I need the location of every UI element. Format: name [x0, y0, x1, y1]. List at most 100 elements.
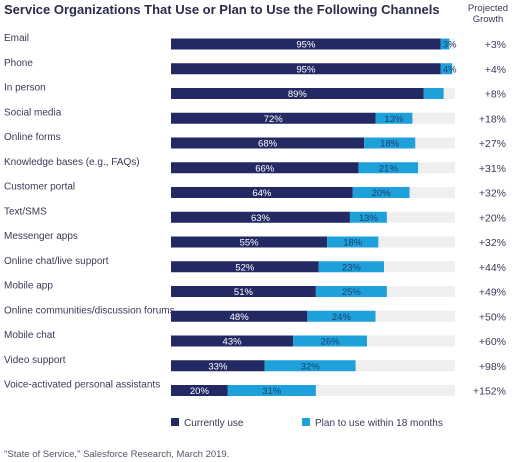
projected-growth-value: +27%	[479, 138, 506, 150]
category-label: Social media	[4, 107, 62, 118]
bar-currently-use	[171, 385, 228, 396]
bar-currently-use	[171, 63, 441, 75]
data-label-plan-to-use: 20%	[372, 188, 392, 199]
projected-growth-value: +32%	[479, 237, 506, 249]
chart-legend: Currently use Plan to use within 18 month…	[171, 418, 443, 429]
bar-plan-to-use	[307, 310, 376, 322]
bar-currently-use	[171, 335, 294, 347]
data-label-plan-to-use: 13%	[384, 114, 404, 125]
data-label-currently-use: 95%	[296, 64, 316, 75]
bar-currently-use	[171, 112, 376, 124]
chart-row: In person 89% +8%	[4, 83, 506, 101]
chart-row: Phone 95% 4% +4%	[4, 58, 506, 76]
bar-plan-to-use	[440, 63, 453, 75]
projected-growth-value: +4%	[485, 64, 506, 76]
bar-currently-use	[171, 261, 319, 273]
projected-growth-value: +98%	[479, 361, 506, 373]
bar-currently-use	[171, 162, 359, 174]
category-label: Mobile chat	[4, 330, 55, 341]
bar-plan-to-use	[364, 137, 416, 149]
data-label-plan-to-use: 32%	[301, 361, 321, 372]
category-label: Online chat/live support	[4, 256, 109, 267]
legend-swatch	[302, 418, 310, 426]
category-label: Mobile app	[4, 281, 53, 292]
bar-currently-use	[171, 88, 424, 99]
data-label-plan-to-use: 13%	[359, 213, 379, 224]
bar-plan-to-use	[352, 187, 410, 198]
bar-plan-to-use	[423, 88, 444, 99]
chart-row: Voice-activated personal assistants 20% 31…	[4, 380, 506, 398]
bar-currently-use	[171, 137, 365, 149]
source-note: "State of Service," Salesforce Research,…	[4, 449, 229, 460]
chart-title: Service Organizations That Use or Plan t…	[4, 2, 440, 17]
data-label-plan-to-use: 18%	[380, 139, 400, 150]
chart-row: Text/SMS 63% 13% +20%	[4, 206, 506, 224]
bar-plan-to-use	[349, 211, 387, 223]
projected-growth-value: +49%	[479, 287, 506, 299]
data-label-plan-to-use: 18%	[343, 238, 363, 249]
data-label-currently-use: 95%	[296, 40, 316, 51]
bar-plan-to-use	[318, 261, 384, 273]
data-label-plan-to-use: 21%	[379, 163, 399, 174]
data-label-plan-to-use: 26%	[321, 337, 341, 348]
category-label: Text/SMS	[4, 206, 47, 217]
data-label-currently-use: 64%	[252, 188, 272, 199]
data-label-currently-use: 48%	[230, 312, 250, 323]
bar-plan-to-use	[327, 236, 379, 248]
projected-growth-value: +8%	[485, 89, 506, 101]
bar-currently-use	[171, 360, 265, 372]
projected-growth-value: +50%	[479, 311, 506, 323]
chart-row: Mobile chat 43% 26% +60%	[4, 330, 506, 348]
projected-growth-value: +44%	[479, 262, 506, 274]
data-label-plan-to-use: 25%	[342, 287, 362, 298]
data-label-currently-use: 68%	[258, 139, 278, 150]
category-label: Online forms	[4, 132, 61, 143]
chart-row: Mobile app 51% 25% +49%	[4, 281, 506, 299]
category-label: Email	[4, 33, 29, 44]
projected-growth-value: +3%	[485, 39, 506, 51]
projected-growth-value: +152%	[473, 386, 506, 398]
chart-row: Social media 72% 13% +18%	[4, 107, 506, 125]
data-label-currently-use: 55%	[240, 238, 260, 249]
chart-row: Customer portal 64% 20% +32%	[4, 182, 506, 200]
bar-currently-use	[171, 286, 316, 297]
data-label-plan-to-use: 31%	[262, 386, 282, 397]
bar-plan-to-use	[293, 335, 367, 347]
projected-growth-value: +20%	[479, 212, 506, 224]
bar-plan-to-use	[358, 162, 419, 174]
data-label-plan-to-use: 24%	[332, 312, 352, 323]
bar-currently-use	[171, 211, 350, 223]
legend-item: Currently use	[171, 418, 244, 429]
chart-row: Email 95% 3% +3%	[4, 33, 506, 51]
data-label-currently-use: 72%	[264, 114, 284, 125]
projected-growth-value: +60%	[479, 336, 506, 348]
category-label: Voice-activated personal assistants	[4, 380, 160, 391]
bar-currently-use	[171, 38, 441, 50]
chart-row: Online communities/discussion forums 48% 2…	[4, 305, 506, 323]
data-label-currently-use: 52%	[235, 262, 255, 273]
legend-swatch	[171, 418, 179, 426]
chart-row: Online chat/live support 52% 23% +44%	[4, 256, 506, 274]
category-label: In person	[4, 83, 46, 94]
chart-row: Knowledge bases (e.g., FAQs) 66% 21% +31%	[4, 157, 506, 175]
chart-row: Online forms 68% 18% +27%	[4, 132, 506, 150]
category-label: Customer portal	[4, 182, 75, 193]
growth-header-line-2: Growth	[473, 14, 504, 25]
data-label-currently-use: 89%	[288, 89, 308, 100]
category-label: Phone	[4, 58, 33, 69]
data-label-currently-use: 33%	[208, 361, 228, 372]
bar-currently-use	[171, 187, 353, 198]
legend-item: Plan to use within 18 months	[302, 418, 443, 429]
chart-row: Video support 33% 32% +98%	[4, 355, 506, 373]
data-label-currently-use: 20%	[190, 386, 210, 397]
projected-growth-value: +32%	[479, 188, 506, 200]
data-label-plan-to-use: 23%	[342, 262, 362, 273]
projected-growth-value: +18%	[479, 113, 506, 125]
category-label: Knowledge bases (e.g., FAQs)	[4, 157, 140, 168]
category-label: Messenger apps	[4, 231, 78, 242]
bar-plan-to-use	[375, 112, 413, 124]
bar-plan-to-use	[315, 286, 387, 297]
legend-label: Currently use	[184, 418, 244, 429]
